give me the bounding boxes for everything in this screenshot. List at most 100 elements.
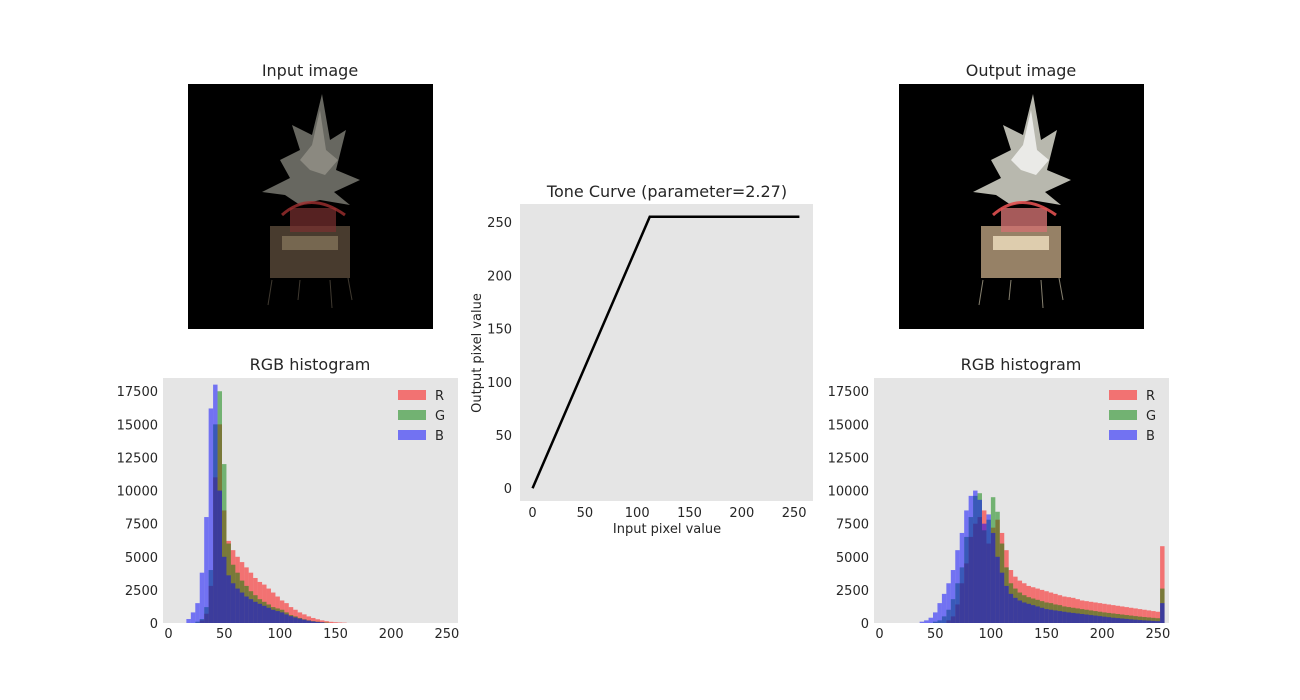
input-hist-ytick-label: 15000 <box>117 418 158 433</box>
output-hist-bar-B <box>1128 619 1134 623</box>
output-hist-bar-R <box>1146 610 1152 623</box>
input-hist-bar-G <box>222 464 227 623</box>
output-hist-bars <box>919 490 1165 623</box>
input-hist-bar-B <box>199 572 205 623</box>
output-hist-bar-B <box>950 570 956 623</box>
input-hist-ytick-label: 0 <box>150 617 158 632</box>
tone-ytick-label: 100 <box>487 376 512 391</box>
input-hist-bar-B <box>302 619 307 623</box>
input-hist-bar-B <box>311 621 316 623</box>
tone-ytick-label: 50 <box>495 429 512 444</box>
output-hist-bar-B <box>937 603 942 623</box>
input-hist-bar-R <box>297 612 303 623</box>
output-hist-bar-B <box>941 593 947 623</box>
output-hist-bar-B <box>1120 618 1125 623</box>
input-hist-bar-B <box>195 603 200 623</box>
output-hist-legend-swatch-B <box>1109 430 1137 440</box>
output-hist-legend-swatch-G <box>1109 410 1137 420</box>
output-hist-xtick-label: 200 <box>1090 627 1115 642</box>
input-hist-bar-B <box>204 517 209 623</box>
input-hist-xtick-label: 200 <box>379 627 404 642</box>
output-hist-ytick-label: 10000 <box>828 485 869 500</box>
input-hist-bar-B <box>248 599 254 623</box>
input-hist-bar-B <box>190 612 196 623</box>
input-hist-bar-B <box>217 490 222 623</box>
input-hist-bar-B <box>226 575 231 623</box>
input-hist-bar-R <box>328 621 334 623</box>
output-hist-bar-B <box>1008 593 1014 623</box>
output-hist-bar-B <box>1106 617 1112 623</box>
tone-xtick-label: 100 <box>625 506 650 521</box>
input-hist-bar-R <box>315 619 320 623</box>
output-hist-bar-B <box>1044 609 1049 623</box>
output-hist-bar-B <box>999 572 1005 623</box>
output-hist-xtick-label: 100 <box>978 627 1003 642</box>
tone-ytick-label: 0 <box>504 482 512 497</box>
tone-xtick-label: 200 <box>729 506 754 521</box>
input-hist-bar-B <box>235 588 240 623</box>
output-hist-bar-B <box>1088 615 1094 623</box>
input-hist-ytick-label: 10000 <box>117 485 158 500</box>
output-hist-bar-B <box>1053 610 1058 623</box>
output-histogram-title: RGB histogram <box>961 355 1082 374</box>
input-hist-legend-swatch-G <box>398 410 426 420</box>
tone-xtick-label: 0 <box>528 506 536 521</box>
input-hist-bar-B <box>230 583 236 623</box>
output-hist-ytick-label: 0 <box>861 617 869 632</box>
input-hist-bar-B <box>213 384 218 623</box>
input-image-title: Input image <box>262 61 358 80</box>
input-hist-xtick-label: 250 <box>434 627 459 642</box>
input-hist-bar-B <box>275 611 280 623</box>
output-hist-bar-B <box>1048 609 1054 623</box>
input-hist-bar-B <box>262 605 267 623</box>
output-hist-bar-B <box>981 523 987 623</box>
output-hist-ytick-label: 17500 <box>828 385 869 400</box>
output-hist-bar-B <box>933 612 938 623</box>
output-hist-bar-B <box>924 620 929 623</box>
input-hist-ytick-label: 2500 <box>125 584 158 599</box>
output-hist-bar-B <box>1124 618 1129 623</box>
input-image <box>188 84 433 329</box>
input-hist-bar-B <box>186 619 191 623</box>
output-hist-bar-B <box>1057 611 1063 623</box>
output-hist-xtick-label: 150 <box>1034 627 1059 642</box>
output-hist-bar-B <box>973 490 978 623</box>
output-histogram-chart: RGB histogram 0 50 100 150 200 25002500500075… <box>828 355 1171 642</box>
output-hist-bar-B <box>1146 620 1152 623</box>
input-hist-bar-R <box>311 617 316 623</box>
input-histogram-title: RGB histogram <box>250 355 371 374</box>
input-hist-ytick-label: 5000 <box>125 551 158 566</box>
input-hist-bar-R <box>337 622 343 623</box>
tone-xtick-label: 250 <box>782 506 807 521</box>
input-hist-bar-B <box>288 616 294 623</box>
output-hist-bar-B <box>1039 607 1045 623</box>
input-hist-bar-B <box>270 609 276 623</box>
input-hist-bar-G <box>324 622 329 623</box>
output-hist-bar-B <box>1075 613 1080 623</box>
output-hist-legend-label-G: G <box>1146 409 1156 424</box>
output-hist-bar-B <box>955 550 960 623</box>
input-hist-legend-label-R: R <box>435 389 444 404</box>
input-hist-ytick-label: 17500 <box>117 385 158 400</box>
output-hist-bar-G <box>1146 617 1152 623</box>
tone-xtick-label: 50 <box>577 506 594 521</box>
output-hist-bar-B <box>1115 618 1121 623</box>
output-hist-legend-swatch-R <box>1109 390 1137 400</box>
output-hist-xtick-label: 50 <box>927 627 944 642</box>
output-image-content <box>973 94 1071 309</box>
output-hist-bar-B <box>1004 585 1009 623</box>
output-hist-bar-B <box>1066 612 1072 623</box>
input-hist-ytick-label: 7500 <box>125 518 158 533</box>
output-hist-bar-G <box>1155 618 1161 623</box>
input-hist-bar-B <box>208 408 214 623</box>
input-hist-xtick-label: 0 <box>164 627 172 642</box>
output-hist-bar-B <box>964 510 969 623</box>
output-hist-bar-B <box>1071 612 1076 623</box>
tone-curve-title: Tone Curve (parameter=2.27) <box>546 182 787 201</box>
input-hist-legend-label-G: G <box>435 409 445 424</box>
input-hist-bar-R <box>302 614 307 623</box>
output-hist-bar-B <box>928 617 933 623</box>
output-hist-ytick-label: 12500 <box>828 451 869 466</box>
output-hist-bar-B <box>1097 616 1103 623</box>
